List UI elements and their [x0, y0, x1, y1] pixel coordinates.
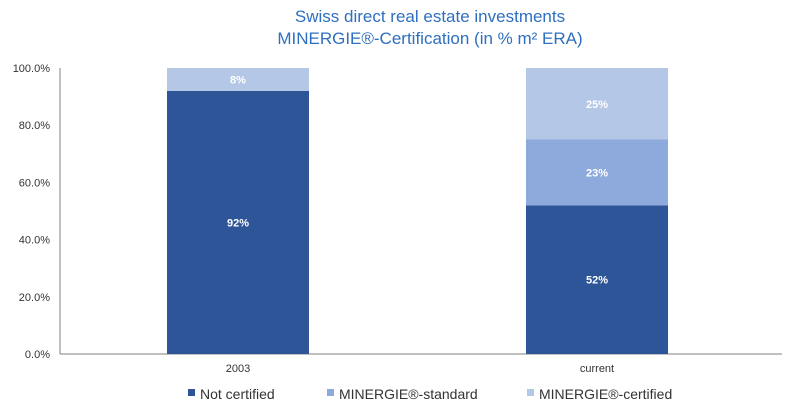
data-label: 92%: [227, 217, 249, 229]
y-tick-label: 40.0%: [19, 235, 50, 247]
y-tick-label: 60.0%: [19, 177, 50, 189]
legend-item: MINERGIE®-certified: [527, 386, 672, 402]
legend: Not certified MINERGIE®-standard MINERGIE®…: [188, 386, 672, 402]
legend-swatch: [527, 389, 534, 396]
data-label: 25%: [586, 99, 608, 111]
data-label: 8%: [230, 74, 246, 86]
y-tick-label: 20.0%: [19, 292, 50, 304]
legend-item: Not certified: [188, 386, 275, 402]
x-tick-label: current: [580, 363, 614, 375]
data-label: 23%: [586, 167, 608, 179]
legend-swatch: [327, 389, 334, 396]
chart-subtitle: MINERGIE®-Certification (in % m² ERA): [277, 29, 582, 48]
y-tick-label: 100.0%: [13, 63, 51, 75]
legend-label: Not certified: [200, 386, 275, 402]
bar-segment: [526, 205, 668, 354]
bar-segment: [167, 68, 309, 91]
data-label: 52%: [586, 275, 608, 287]
chart-title: Swiss direct real estate investments: [295, 7, 565, 26]
bar-segment: [526, 68, 668, 140]
y-tick-label: 80.0%: [19, 120, 50, 132]
legend-label: MINERGIE®-certified: [539, 386, 672, 402]
y-tick-label: 0.0%: [25, 349, 50, 361]
legend-label: MINERGIE®-standard: [339, 386, 478, 402]
bars: 92% 8% 52% 23% 25%: [167, 68, 668, 354]
bar-segment: [167, 90, 309, 354]
legend-item: MINERGIE®-standard: [327, 386, 478, 402]
legend-swatch: [188, 389, 195, 396]
bar-segment: [526, 139, 668, 206]
x-tick-label: 2003: [226, 363, 250, 375]
